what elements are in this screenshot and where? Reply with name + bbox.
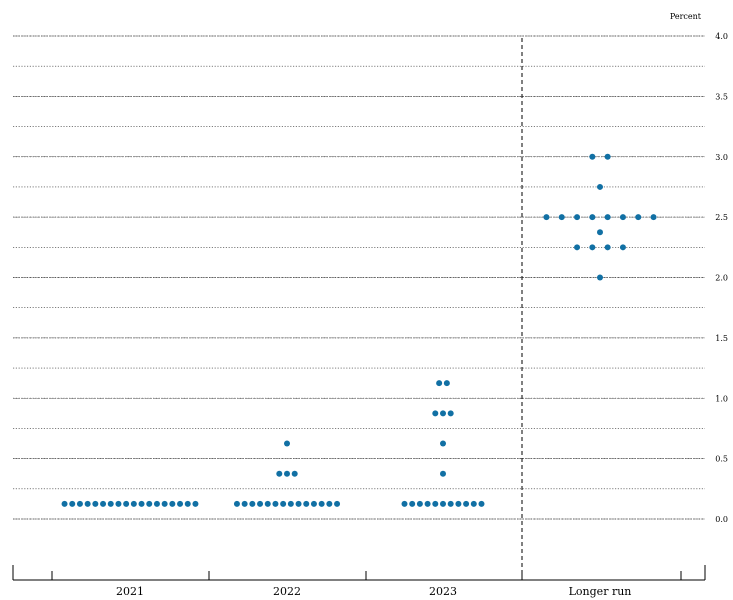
y-tick-label: 4.0 xyxy=(715,32,728,41)
data-dot xyxy=(192,500,199,507)
data-dot xyxy=(326,500,333,507)
data-dot xyxy=(416,500,423,507)
data-dot xyxy=(440,440,446,447)
data-dot xyxy=(463,500,470,507)
data-dot xyxy=(146,500,153,507)
data-dot xyxy=(100,500,107,507)
data-dot xyxy=(604,214,611,221)
data-dot xyxy=(470,500,477,507)
data-dot xyxy=(241,500,248,507)
data-dot xyxy=(440,470,446,477)
data-dot xyxy=(597,274,603,281)
data-dot xyxy=(635,214,642,221)
data-dot xyxy=(138,500,145,507)
data-dot xyxy=(284,470,290,477)
y-tick-label: 3.0 xyxy=(715,153,728,162)
data-dot xyxy=(574,214,581,221)
data-dot xyxy=(478,500,485,507)
data-dot xyxy=(84,500,91,507)
data-dot xyxy=(310,500,317,507)
data-dot xyxy=(436,380,443,387)
unit-label: Percent xyxy=(670,12,702,21)
y-tick-label: 1.0 xyxy=(715,394,728,403)
x-category-label: Longer run xyxy=(569,585,632,598)
data-dot xyxy=(619,244,626,251)
data-dot xyxy=(401,500,408,507)
data-dot xyxy=(76,500,83,507)
data-dot xyxy=(440,500,446,507)
data-dot xyxy=(92,500,99,507)
data-dot xyxy=(276,470,283,477)
data-points xyxy=(61,153,657,507)
data-dot xyxy=(272,500,279,507)
data-dot xyxy=(424,500,431,507)
data-dot xyxy=(169,500,176,507)
y-tick-label: 0.5 xyxy=(715,455,728,464)
data-dot xyxy=(597,183,603,190)
data-dot xyxy=(318,500,325,507)
data-dot xyxy=(184,500,191,507)
data-dot xyxy=(287,500,294,507)
data-dot xyxy=(291,470,298,477)
data-dot xyxy=(440,410,446,417)
data-dot xyxy=(303,500,310,507)
y-tick-label: 2.0 xyxy=(715,274,728,283)
data-dot xyxy=(280,500,287,507)
y-tick-label: 2.5 xyxy=(715,213,728,222)
data-dot xyxy=(177,500,184,507)
data-dot xyxy=(447,500,454,507)
data-dot xyxy=(249,500,256,507)
data-dot xyxy=(130,500,137,507)
data-dot xyxy=(409,500,416,507)
data-dot xyxy=(543,214,550,221)
data-dot xyxy=(597,229,603,236)
data-dot xyxy=(233,500,240,507)
data-dot xyxy=(604,153,611,160)
data-dot xyxy=(161,500,168,507)
data-dot xyxy=(123,500,130,507)
data-dot xyxy=(619,214,626,221)
y-tick-label: 0.0 xyxy=(715,515,728,524)
data-dot xyxy=(558,214,565,221)
data-dot xyxy=(257,500,264,507)
data-dot xyxy=(284,440,290,447)
data-dot xyxy=(69,500,76,507)
y-tick-label: 1.5 xyxy=(715,334,728,343)
data-dot xyxy=(455,500,462,507)
data-dot xyxy=(589,153,596,160)
x-category-label: 2021 xyxy=(116,585,144,598)
data-dot xyxy=(574,244,581,251)
axes: 4.0 3.5 3.0 2.5 2.0 1.5 1.0 0.5 0.0 2021 2022 2023 L… xyxy=(12,32,728,598)
data-dot xyxy=(589,244,596,251)
data-dot xyxy=(264,500,271,507)
data-dot xyxy=(604,244,611,251)
data-dot xyxy=(443,380,450,387)
data-dot xyxy=(432,410,439,417)
data-dot xyxy=(432,500,439,507)
data-dot xyxy=(107,500,114,507)
x-category-label: 2022 xyxy=(273,585,301,598)
data-dot xyxy=(115,500,122,507)
data-dot xyxy=(447,410,454,417)
data-dot xyxy=(153,500,160,507)
data-dot xyxy=(334,500,341,507)
data-dot xyxy=(589,214,596,221)
gridlines xyxy=(13,35,705,520)
data-dot xyxy=(61,500,68,507)
data-dot xyxy=(650,214,657,221)
y-tick-label: 3.5 xyxy=(715,92,728,101)
x-category-label: 2023 xyxy=(429,585,457,598)
data-dot xyxy=(295,500,302,507)
